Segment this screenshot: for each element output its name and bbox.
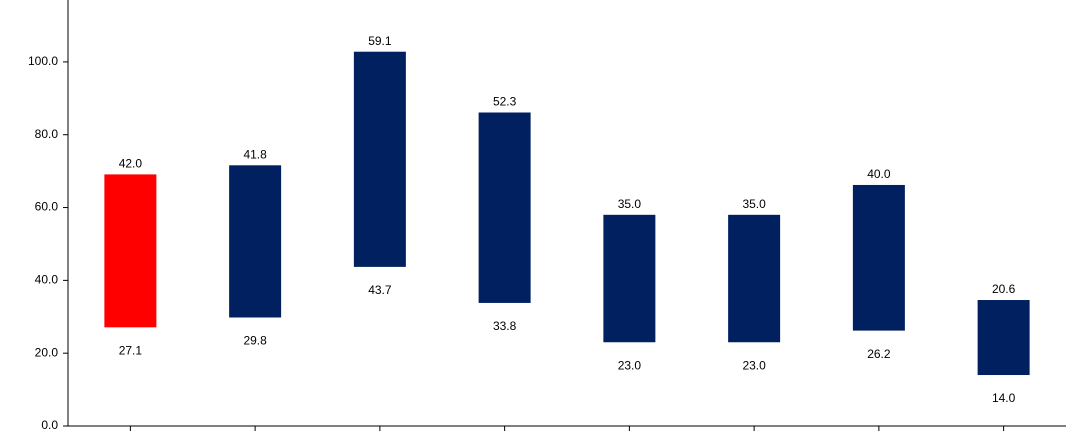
top-label: 35.0 [618, 197, 642, 211]
bar [977, 300, 1030, 376]
y-tick-label: 100.0 [28, 54, 58, 68]
bottom-label: 33.8 [493, 319, 517, 333]
base-bar [603, 342, 655, 426]
y-tick-label: 80.0 [35, 127, 59, 141]
top-label: 42.0 [119, 157, 143, 171]
bar [478, 112, 531, 303]
base-bar [728, 342, 780, 426]
bottom-label: 43.7 [368, 283, 392, 297]
base-bar [104, 327, 156, 426]
y-tick-label: 0.0 [41, 418, 58, 432]
bar [852, 184, 905, 331]
bar [229, 165, 282, 318]
bar [353, 51, 406, 267]
top-label: 35.0 [742, 197, 766, 211]
bottom-label: 26.2 [867, 347, 891, 361]
top-label: 52.3 [493, 95, 517, 109]
y-tick-label: 20.0 [35, 345, 59, 359]
y-tick-label: 60.0 [35, 200, 59, 214]
bar [104, 174, 157, 328]
base-bar [853, 331, 905, 426]
y-tick-label: 40.0 [35, 273, 59, 287]
bottom-label: 27.1 [119, 344, 143, 358]
bottom-label: 14.0 [992, 391, 1016, 405]
top-label: 41.8 [243, 147, 267, 161]
top-label: 40.0 [867, 167, 891, 181]
bottom-label: 23.0 [742, 358, 766, 372]
bar [728, 214, 781, 343]
bar [603, 214, 656, 343]
bottom-label: 29.8 [243, 334, 267, 348]
top-label: 20.6 [992, 282, 1016, 296]
bottom-label: 23.0 [618, 358, 642, 372]
top-label: 59.1 [368, 34, 392, 48]
